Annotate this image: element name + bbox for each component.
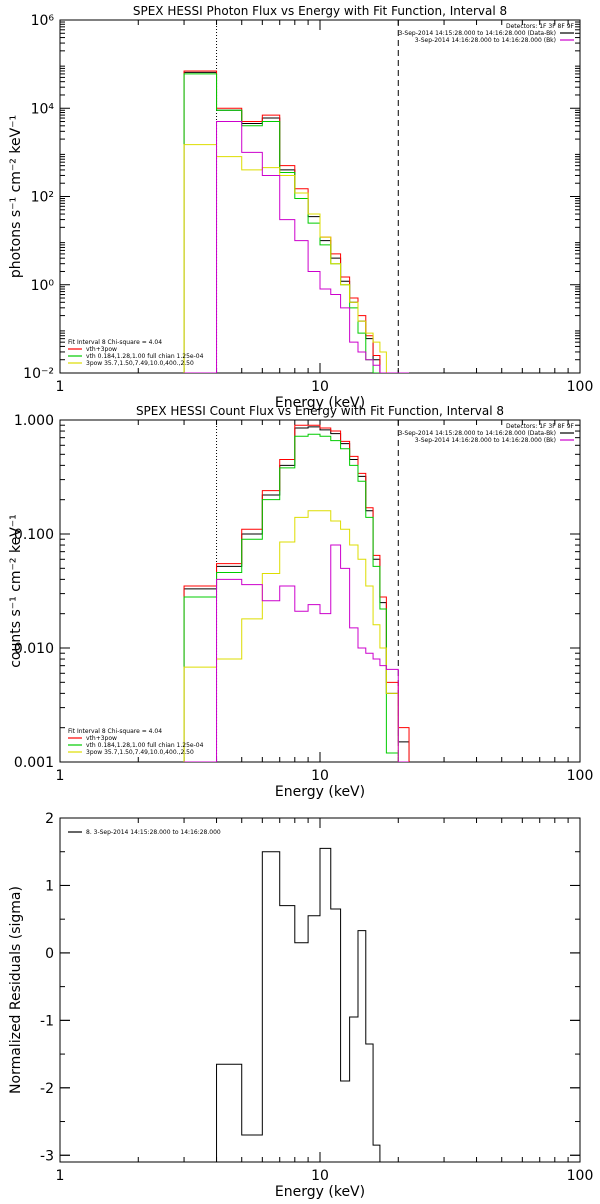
legend-header: Fit Interval 8 Chi-square = 4.04 <box>68 339 162 346</box>
legend-entry: vth 0.184,1.28,1.00 full chian 1.25e-04 <box>86 353 204 360</box>
legend-entry: vth+3pow <box>86 735 117 742</box>
series-3pow <box>183 144 410 373</box>
plot-frame <box>59 19 581 374</box>
x-tick-label: 1 <box>56 379 65 395</box>
y-tick-label: 0.100 <box>14 527 54 543</box>
legend-entry: 3pow 35.7,1.50,7.49,10.0,400.,2.50 <box>86 749 194 756</box>
y-tick-label: 10⁰ <box>31 278 55 294</box>
y-tick-label: 1 <box>45 878 54 894</box>
y-axis-label: Normalized Residuals (sigma) <box>8 886 24 1094</box>
series-data-bk <box>183 71 410 373</box>
series-8- <box>216 847 399 1162</box>
x-tick-label: 1 <box>56 768 65 784</box>
x-axis-label: Energy (keV) <box>275 395 365 411</box>
y-tick-label: -3 <box>40 1148 54 1164</box>
data-series-group <box>216 847 399 1162</box>
legend-entry: vth 0.184,1.28,1.00 full chian 1.25e-04 <box>86 742 204 749</box>
series-vth-3pow <box>183 424 410 762</box>
y-tick-label: 2 <box>45 811 54 827</box>
series-bk <box>184 121 410 373</box>
legend-header: Detectors: 1F 3F 8F 9F <box>506 23 575 30</box>
legend-entry: 3-Sep-2014 14:16:28.000 to 14:16:28.000 … <box>415 37 556 44</box>
series-3pow <box>183 510 410 762</box>
y-tick-label: -2 <box>40 1081 54 1097</box>
legend-entry: 8. 3-Sep-2014 14:15:28.000 to 14:16:28.0… <box>86 829 221 836</box>
legend-entry: 3-Sep-2014 14:16:28.000 to 14:16:28.000 … <box>415 437 556 444</box>
panel-1: 1 10 100 10⁻² 10⁰ 10² 10⁴ 10⁶ SPEX HESSI Photon … <box>8 4 593 411</box>
legend-entry: 3pow 35.7,1.50,7.49,10.0,400.,2.50 <box>86 360 194 367</box>
x-tick-label: 100 <box>567 379 594 395</box>
x-axis-label: Energy (keV) <box>275 1184 365 1200</box>
legend-entry: 3-Sep-2014 14:15:28.000 to 14:16:28.000 … <box>398 30 556 37</box>
x-axis-label: Energy (keV) <box>275 784 365 800</box>
x-tick-label: 10 <box>311 768 329 784</box>
series-data-bk <box>183 426 410 762</box>
y-axis-label: photons s⁻¹ cm⁻² keV⁻¹ <box>8 115 24 278</box>
data-series-group <box>183 424 410 762</box>
y-tick-label: 10⁶ <box>31 13 55 29</box>
x-tick-label: 1 <box>56 1168 65 1184</box>
x-tick-label: 10 <box>311 1168 329 1184</box>
x-tick-label: 10 <box>311 379 329 395</box>
chart-title: SPEX HESSI Photon Flux vs Energy with Fi… <box>133 4 507 18</box>
panel-2: 1 10 100 0.001 0.010 0.100 1.000 SPEX HESSI Cou… <box>8 404 593 800</box>
legend-entry: vth+3pow <box>86 346 117 353</box>
series-vth <box>183 73 410 373</box>
legend-entry: 3-Sep-2014 14:15:28.000 to 14:16:28.000 … <box>398 430 556 437</box>
y-tick-label: 0 <box>45 946 54 962</box>
series-vth-3pow <box>183 70 410 373</box>
plot-frame <box>59 419 581 763</box>
series-bk <box>184 544 410 762</box>
legend-header: Fit Interval 8 Chi-square = 4.04 <box>68 728 162 735</box>
y-tick-label: 10⁴ <box>31 101 55 117</box>
y-tick-label: 1.000 <box>14 413 54 429</box>
panel-3: 1 10 100 -3 -2 -1 0 1 2 Energy (keV) Normalized Re… <box>8 811 593 1200</box>
y-tick-label: 10² <box>31 190 54 206</box>
y-axis-label: counts s⁻¹ cm⁻² keV⁻¹ <box>8 514 24 668</box>
series-vth <box>183 433 410 762</box>
y-tick-label: -1 <box>40 1013 54 1029</box>
chart-title: SPEX HESSI Count Flux vs Energy with Fit… <box>136 404 504 418</box>
y-tick-label: 10⁻² <box>23 366 54 382</box>
x-tick-label: 100 <box>567 1168 594 1184</box>
data-series-group <box>183 70 410 373</box>
y-tick-label: 0.010 <box>14 641 54 657</box>
legend-header: Detectors: 1F 3F 8F 9F <box>506 423 575 430</box>
y-tick-label: 0.001 <box>14 755 54 771</box>
x-tick-label: 100 <box>567 768 594 784</box>
